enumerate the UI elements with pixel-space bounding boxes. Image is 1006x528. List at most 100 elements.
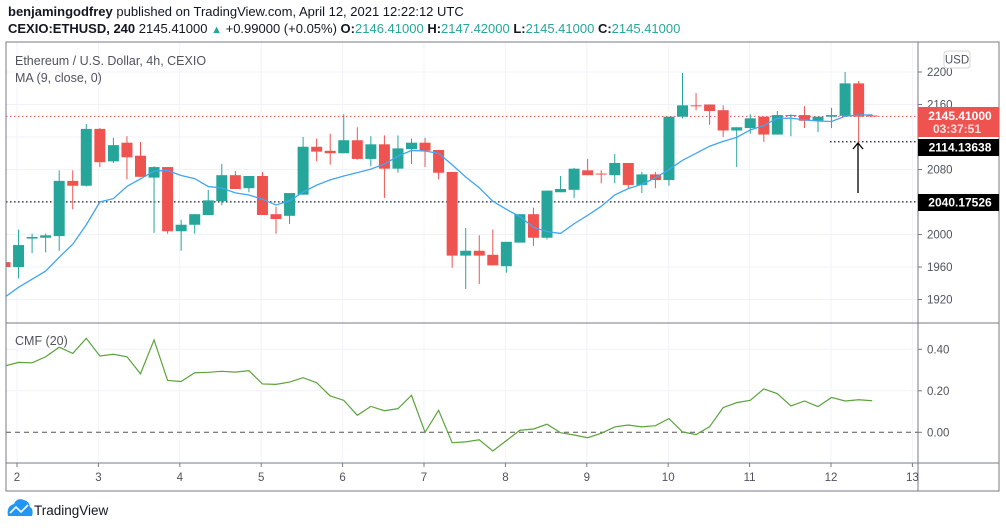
candle-body [731,127,743,131]
candle-body [595,173,607,175]
candle [419,137,431,168]
candle [568,167,580,198]
candle [202,189,214,215]
high-label: H: [427,21,442,36]
candle [297,137,309,195]
candle-body [744,118,756,129]
price-tick-label: 2080 [927,165,953,177]
candle-body [853,83,865,117]
candle-body [514,214,526,243]
published-text: published on TradingView.com, April 12, … [116,4,464,19]
currency-button[interactable]: USD [943,50,971,69]
publish-info: benjamingodfrey published on TradingView… [8,4,464,19]
candle-body [812,116,824,121]
candle-body [297,146,309,195]
candle [256,171,268,215]
candle [595,170,607,184]
ma-9-line [6,114,873,298]
cmf-20-line [6,337,873,452]
candle-body [311,146,323,152]
candle [148,166,160,233]
time-tick-label: 12 [825,472,838,484]
candle [677,72,688,119]
candle [717,105,729,137]
candle-body [270,214,282,220]
candle-body [433,150,445,173]
price-tick-label: 1960 [927,262,953,274]
candle-body [609,163,621,176]
candle-body [473,250,485,256]
candle-body [284,193,296,216]
candle [67,170,79,210]
price-tick-label: 2000 [927,230,953,242]
time-tick-label: 10 [662,472,675,484]
candle-body [351,140,363,159]
candle [270,206,282,234]
candle-body [527,214,539,238]
cmf-legend[interactable]: CMF (20) [15,334,68,348]
horizontal-lines [6,115,918,203]
candle [731,127,743,168]
candle [812,116,824,133]
candle [487,229,499,266]
candle-body [717,110,729,131]
candle-body [243,176,255,189]
candle [758,116,770,142]
low-value: 2145.41000 [525,21,595,36]
candle [189,214,201,234]
candle-body [704,104,716,111]
candle-body [392,148,404,169]
author-name[interactable]: benjamingodfrey [8,4,113,19]
current-price-label: 2145.41000 03:37:51 [918,107,999,137]
candle-body [256,176,268,215]
arrow-annotation[interactable] [852,141,864,193]
tradingview-logo-text: TradingView [34,503,109,518]
candle [771,111,783,135]
candle-body [460,250,472,256]
candle-body [148,167,160,178]
candle-body [378,144,390,169]
symbol: CEXIO:ETHUSD, 240 [8,21,136,36]
candle [338,114,350,154]
candle [121,136,133,180]
candle-body [80,128,92,186]
candle [365,136,377,167]
ma-line [6,114,873,298]
open-value: 2146.41000 [355,21,424,36]
close-value: 2145.41000 [611,21,681,36]
chart-frame [5,41,1000,492]
tradingview-logo[interactable]: TradingView [7,499,109,518]
candle-body [202,200,214,215]
candles [6,72,878,289]
candle [6,262,11,267]
candle-body [826,115,838,117]
candle-body [568,168,580,190]
candle-body [13,245,25,267]
time-axis[interactable]: 2 3 4 5 6 7 8 9 10 11 12 13 [14,463,919,484]
main-legend: Ethereum / U.S. Dollar, 4h, CEXIO [15,54,206,68]
candle-body [94,128,106,163]
candle-body [785,115,797,117]
candle-body [690,105,702,107]
candle-body [175,224,187,232]
candle-body [582,170,594,176]
cmf-line [6,337,873,452]
cmf-tick-label: 0.40 [927,344,949,356]
candle [13,229,25,279]
candle-body [677,105,688,117]
candle [107,137,119,163]
candle [744,114,756,134]
candle-body [487,254,499,266]
candle [80,124,92,187]
time-tick-label: 11 [744,472,756,484]
candle [663,116,675,186]
ma-legend[interactable]: MA (9, close, 0) [15,71,102,85]
candle-body [229,175,241,189]
candle-body [135,155,146,177]
candle-body [500,241,512,267]
hline-price-1: 2114.13638 [929,141,992,155]
candle-body [866,115,878,117]
open-label: O: [340,21,355,36]
